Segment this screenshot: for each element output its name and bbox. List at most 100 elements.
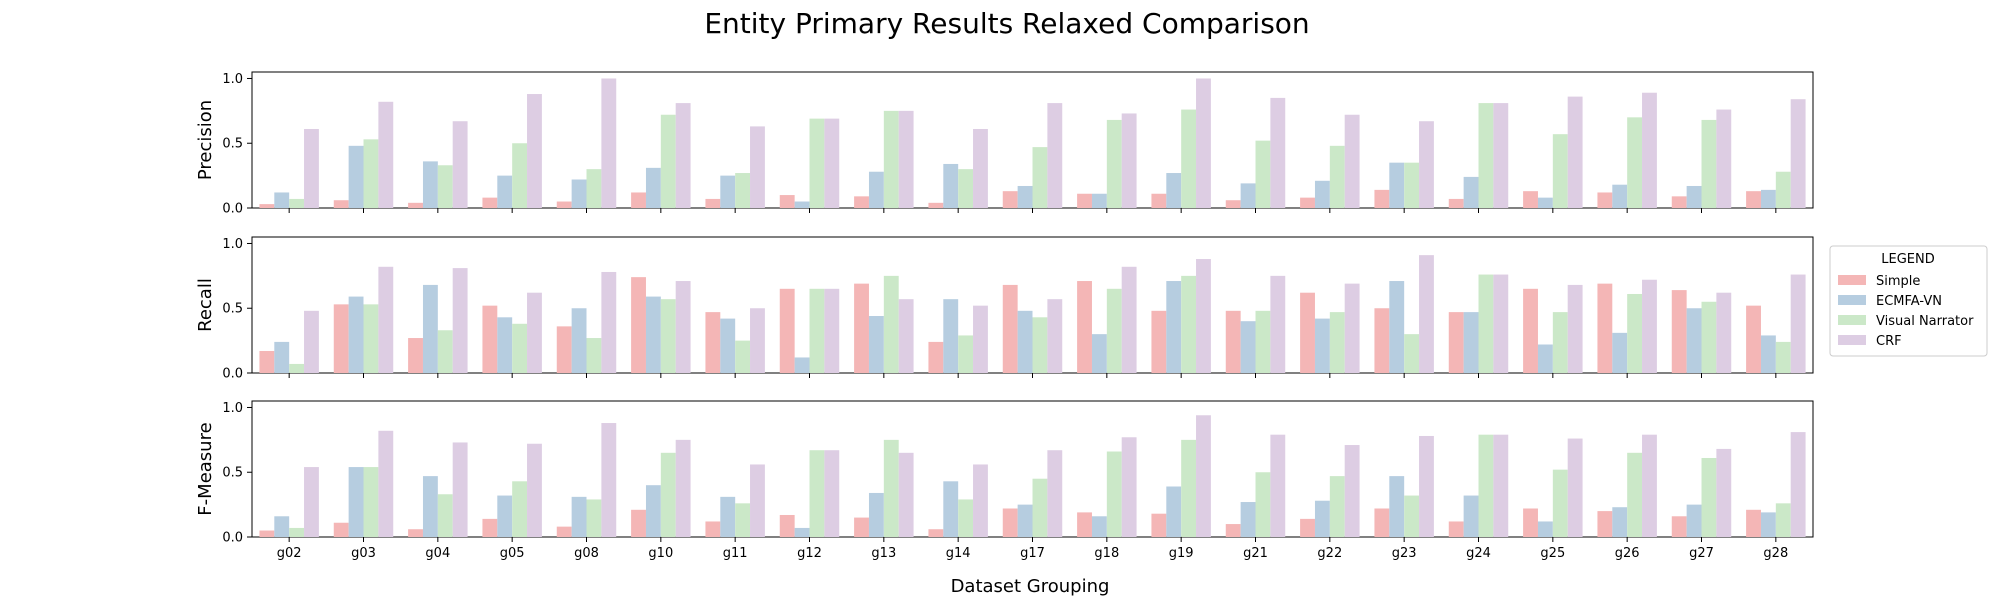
bar-crf-g12 bbox=[824, 118, 840, 208]
y-ticks: 0.0 0.5 1.0 bbox=[222, 72, 252, 217]
y-tick-label: 0.0 bbox=[222, 367, 243, 382]
bar-visual-narrator-g02 bbox=[289, 363, 305, 373]
bar-ecmfa-vn-g05 bbox=[497, 317, 513, 373]
x-ticks bbox=[288, 373, 1777, 378]
bar-crf-g03 bbox=[378, 101, 394, 208]
x-tick-label-g04: g04 bbox=[425, 546, 450, 561]
y-tick-label: 0.5 bbox=[222, 137, 243, 152]
y-tick-label: 1.0 bbox=[222, 72, 243, 87]
bar-ecmfa-vn-g11 bbox=[720, 496, 736, 537]
bar-visual-narrator-g24 bbox=[1478, 103, 1494, 208]
bar-simple-g21 bbox=[1225, 310, 1241, 373]
bar-visual-narrator-g12 bbox=[809, 118, 825, 208]
bar-ecmfa-vn-g21 bbox=[1240, 183, 1256, 208]
bar-crf-g12 bbox=[824, 450, 840, 537]
bar-crf-g10 bbox=[675, 103, 691, 208]
bar-visual-narrator-g13 bbox=[883, 439, 899, 537]
x-tick-label-g18: g18 bbox=[1094, 546, 1119, 561]
bar-ecmfa-vn-g17 bbox=[1017, 310, 1033, 373]
bar-visual-narrator-g08 bbox=[586, 338, 602, 373]
bar-visual-narrator-g11 bbox=[735, 173, 751, 208]
legend-entries: Simple ECMFA-VN Visual Narrator CRF bbox=[1838, 274, 1974, 349]
bar-ecmfa-vn-g11 bbox=[720, 318, 736, 373]
bar-simple-g12 bbox=[779, 195, 795, 208]
bar-crf-g21 bbox=[1270, 97, 1286, 208]
bar-visual-narrator-g22 bbox=[1329, 476, 1345, 537]
bar-simple-g21 bbox=[1225, 200, 1241, 208]
bar-ecmfa-vn-g08 bbox=[571, 179, 587, 208]
bar-simple-g02 bbox=[259, 350, 275, 373]
bar-visual-narrator-g28 bbox=[1775, 503, 1791, 537]
x-ticks bbox=[288, 208, 1777, 213]
bar-crf-g11 bbox=[750, 126, 765, 208]
bar-simple-g03 bbox=[333, 200, 349, 208]
y-tick-label: 1.0 bbox=[222, 237, 243, 252]
bar-simple-g03 bbox=[333, 304, 349, 373]
bar-ecmfa-vn-g02 bbox=[274, 516, 290, 537]
bar-simple-g08 bbox=[556, 526, 572, 537]
bar-visual-narrator-g27 bbox=[1701, 301, 1717, 373]
bar-simple-g24 bbox=[1448, 198, 1464, 208]
bar-ecmfa-vn-g10 bbox=[645, 167, 661, 208]
bar-crf-g13 bbox=[898, 452, 914, 537]
bar-ecmfa-vn-g12 bbox=[794, 527, 810, 537]
bar-crf-g05 bbox=[527, 292, 542, 373]
y-tick-label: 1.0 bbox=[222, 401, 243, 416]
bar-ecmfa-vn-g22 bbox=[1314, 180, 1330, 208]
bar-simple-g24 bbox=[1448, 521, 1464, 537]
bar-simple-g14 bbox=[928, 341, 944, 373]
bar-ecmfa-vn-g13 bbox=[868, 316, 884, 373]
bar-simple-g10 bbox=[631, 277, 646, 373]
bar-visual-narrator-g25 bbox=[1552, 312, 1568, 373]
bar-ecmfa-vn-g13 bbox=[868, 492, 884, 537]
bar-ecmfa-vn-g26 bbox=[1612, 184, 1628, 208]
bar-ecmfa-vn-g08 bbox=[571, 496, 587, 537]
bar-simple-g13 bbox=[854, 196, 869, 208]
bar-ecmfa-vn-g27 bbox=[1686, 308, 1702, 373]
x-axis-label: Dataset Grouping bbox=[951, 576, 1110, 597]
bar-ecmfa-vn-g02 bbox=[274, 341, 290, 373]
x-tick-label-g19: g19 bbox=[1169, 546, 1194, 561]
bar-crf-g19 bbox=[1196, 415, 1211, 537]
bar-crf-g03 bbox=[378, 266, 394, 373]
bar-ecmfa-vn-g02 bbox=[274, 192, 290, 208]
x-tick-label-g23: g23 bbox=[1392, 546, 1417, 561]
bar-visual-narrator-g25 bbox=[1552, 134, 1568, 208]
bar-ecmfa-vn-g26 bbox=[1612, 332, 1628, 373]
bar-visual-narrator-g05 bbox=[512, 481, 528, 537]
bar-simple-g26 bbox=[1597, 511, 1613, 537]
bar-simple-g04 bbox=[408, 529, 423, 537]
bar-visual-narrator-g10 bbox=[660, 299, 676, 373]
x-tick-label-g02: g02 bbox=[277, 546, 302, 561]
bar-crf-g28 bbox=[1790, 99, 1806, 208]
bar-visual-narrator-g17 bbox=[1032, 317, 1048, 373]
x-tick-label-g17: g17 bbox=[1020, 546, 1045, 561]
bar-crf-g18 bbox=[1121, 266, 1137, 373]
bar-crf-g13 bbox=[898, 110, 914, 208]
bar-simple-g03 bbox=[333, 522, 349, 537]
bar-crf-g18 bbox=[1121, 437, 1137, 537]
x-ticks: g02 g03 g04 g05 g08 g10 g11 g12 g13 g14 g17 g18 g19 g… bbox=[277, 537, 1788, 561]
bar-ecmfa-vn-g14 bbox=[943, 299, 959, 373]
bar-visual-narrator-g27 bbox=[1701, 119, 1717, 208]
y-axis-label: Precision bbox=[195, 100, 216, 180]
bar-visual-narrator-g08 bbox=[586, 169, 602, 208]
bar-visual-narrator-g21 bbox=[1255, 472, 1271, 537]
bar-crf-g22 bbox=[1344, 283, 1360, 373]
bar-ecmfa-vn-g13 bbox=[868, 171, 884, 208]
bar-simple-g17 bbox=[1002, 284, 1018, 373]
bar-ecmfa-vn-g14 bbox=[943, 481, 959, 537]
bar-crf-g02 bbox=[304, 310, 319, 373]
bar-crf-g18 bbox=[1121, 113, 1137, 208]
bar-visual-narrator-g04 bbox=[437, 165, 453, 208]
bar-crf-g08 bbox=[601, 271, 617, 373]
y-ticks: 0.0 0.5 1.0 bbox=[222, 237, 252, 382]
bar-simple-g25 bbox=[1523, 288, 1538, 373]
bar-visual-narrator-g03 bbox=[363, 467, 379, 537]
bar-simple-g04 bbox=[408, 338, 423, 373]
x-tick-label-g26: g26 bbox=[1615, 546, 1640, 561]
bar-crf-g22 bbox=[1344, 445, 1360, 537]
bar-ecmfa-vn-g17 bbox=[1017, 185, 1033, 208]
bar-visual-narrator-g12 bbox=[809, 288, 825, 373]
